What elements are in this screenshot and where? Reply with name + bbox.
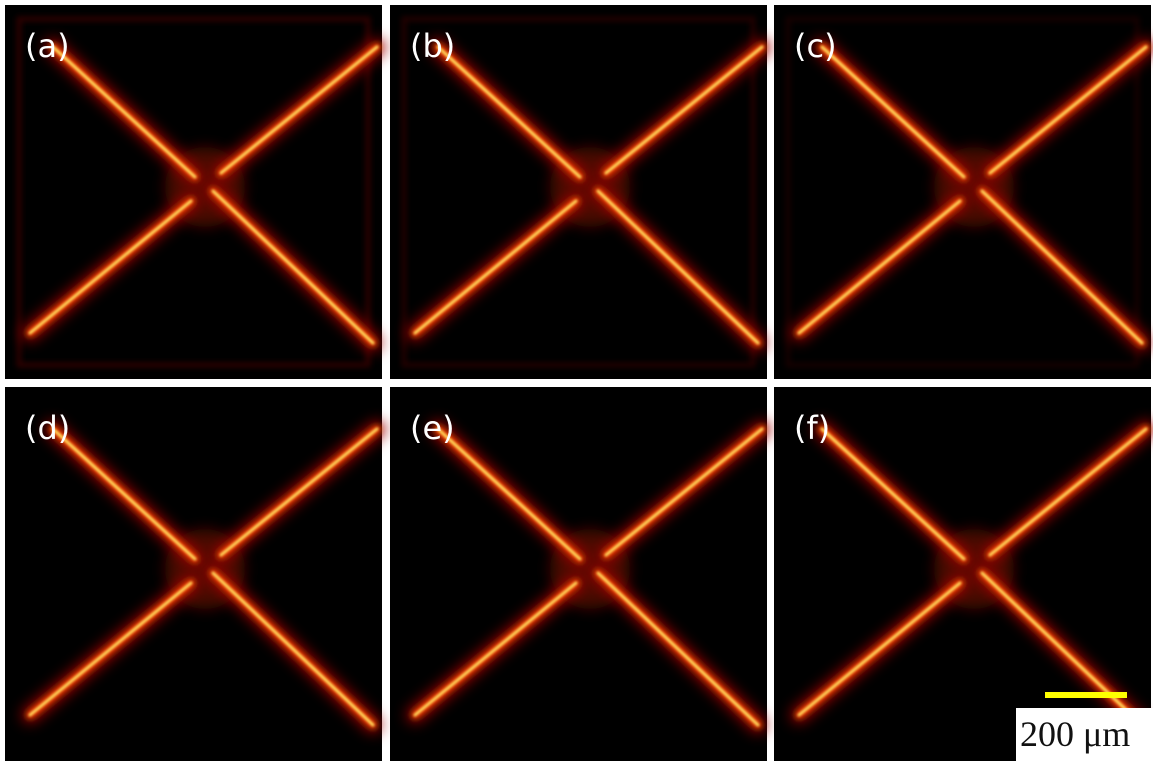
panel: (c) [774, 5, 1151, 379]
panel-label: (b) [410, 27, 455, 65]
panel: (f) [774, 387, 1151, 761]
panel: (a) [5, 5, 382, 379]
panel-label: (f) [794, 409, 830, 447]
panel-label: (a) [25, 27, 70, 65]
panel-label: (e) [410, 409, 455, 447]
panel-label: (d) [25, 409, 70, 447]
panel-label: (c) [794, 27, 837, 65]
panel: (e) [390, 387, 767, 761]
panel: (b) [390, 5, 767, 379]
figure: (a) (b) (c) (d) (e) (f) 200 μm [0, 0, 1153, 761]
scale-bar-label: 200 μm [1020, 714, 1130, 754]
panel: (d) [5, 387, 382, 761]
